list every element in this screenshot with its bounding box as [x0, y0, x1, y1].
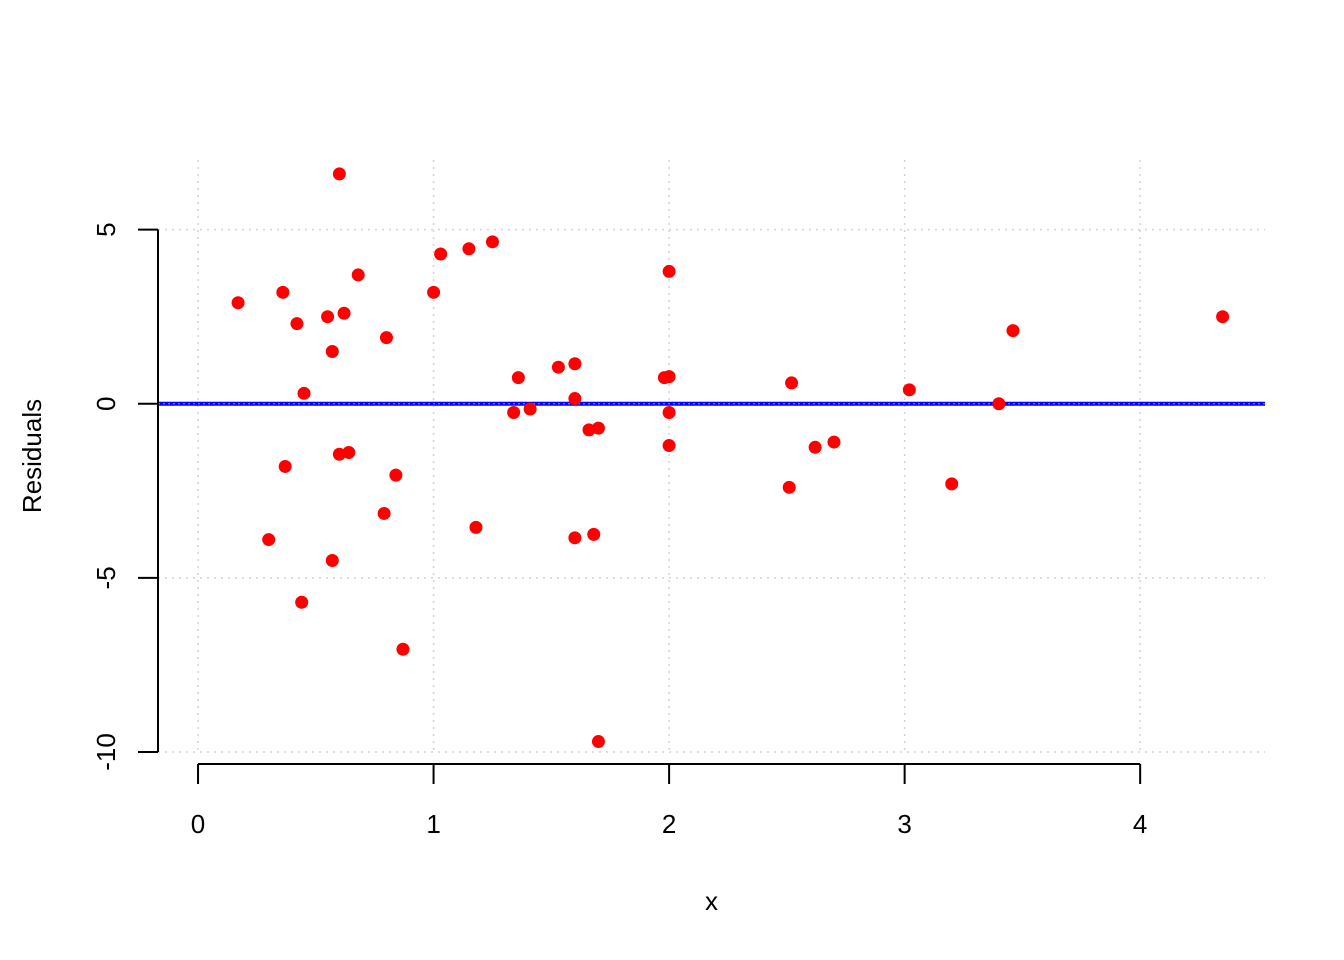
- data-point: [351, 268, 365, 282]
- data-point: [551, 360, 565, 374]
- x-tick-label: 1: [426, 809, 440, 839]
- data-point: [278, 459, 292, 473]
- data-point: [507, 405, 521, 419]
- data-point: [782, 480, 796, 494]
- data-point: [295, 595, 309, 609]
- data-point: [662, 370, 676, 384]
- data-point: [945, 477, 959, 491]
- data-points: [231, 167, 1230, 749]
- x-tick-label: 3: [897, 809, 911, 839]
- data-point: [587, 527, 601, 541]
- data-point: [523, 402, 537, 416]
- x-tick-label: 2: [662, 809, 676, 839]
- data-point: [427, 285, 441, 299]
- data-point: [591, 735, 605, 749]
- data-point: [290, 317, 304, 331]
- data-point: [276, 285, 290, 299]
- x-tick-label: 4: [1133, 809, 1147, 839]
- y-axis: -10 -5 0 5: [91, 222, 159, 771]
- y-tick-label: -5: [91, 566, 121, 589]
- data-point: [827, 435, 841, 449]
- data-point: [297, 386, 311, 400]
- data-point: [1216, 310, 1230, 324]
- data-point: [389, 468, 403, 482]
- data-point: [902, 383, 916, 397]
- data-point: [511, 371, 525, 385]
- data-point: [469, 520, 483, 534]
- data-point: [808, 440, 822, 454]
- data-point: [325, 345, 339, 359]
- data-point: [342, 446, 356, 460]
- data-point: [485, 235, 499, 249]
- data-point: [568, 392, 582, 406]
- data-point: [325, 553, 339, 567]
- data-point: [377, 506, 391, 520]
- data-point: [662, 405, 676, 419]
- y-tick-label: 0: [91, 397, 121, 411]
- data-point: [396, 642, 410, 656]
- x-tick-label: 0: [191, 809, 205, 839]
- data-point: [662, 439, 676, 453]
- data-point: [231, 296, 245, 310]
- x-axis-title: x: [705, 886, 718, 916]
- data-point: [462, 242, 476, 256]
- data-point: [434, 247, 448, 261]
- data-point: [1006, 324, 1020, 338]
- data-point: [662, 264, 676, 278]
- y-tick-label: 5: [91, 222, 121, 236]
- data-point: [332, 167, 346, 181]
- y-axis-title: Residuals: [17, 399, 47, 513]
- grid-lines: [158, 160, 1265, 753]
- data-point: [992, 397, 1006, 411]
- data-point: [568, 357, 582, 371]
- data-point: [321, 310, 335, 324]
- data-point: [379, 331, 393, 345]
- data-point: [785, 376, 799, 390]
- data-point: [262, 533, 276, 547]
- data-point: [337, 306, 351, 320]
- x-axis: 0 1 2 3 4: [191, 763, 1147, 839]
- data-point: [591, 421, 605, 435]
- data-point: [568, 531, 582, 545]
- y-tick-label: -10: [91, 733, 121, 771]
